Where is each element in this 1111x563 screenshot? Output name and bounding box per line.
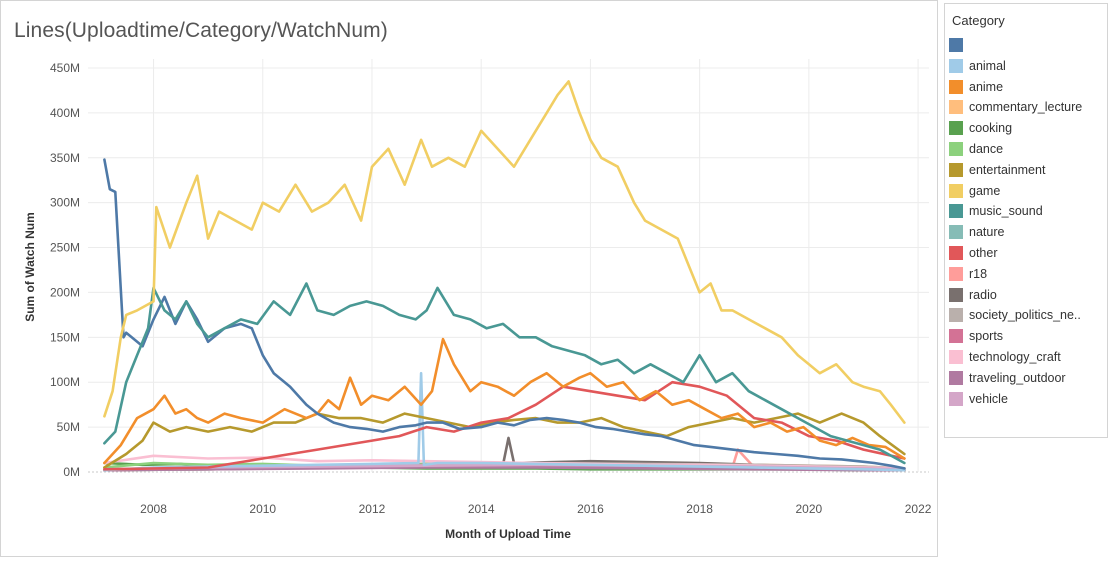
legend-item-other[interactable]: other (949, 245, 1105, 264)
series-line-game (103, 80, 906, 424)
legend-item-r18[interactable]: r18 (949, 266, 1105, 285)
x-tick-label: 2016 (577, 502, 604, 516)
legend-swatch (949, 183, 963, 198)
y-tick-label: 200M (50, 285, 80, 299)
legend-label: animal (969, 58, 1006, 73)
series-line-music-sound (103, 282, 906, 465)
legend-label: technology_craft (969, 350, 1061, 364)
legend-item-dance[interactable]: dance (949, 141, 1105, 160)
y-tick-label: 0M (63, 465, 80, 479)
legend-swatch (949, 329, 963, 344)
x-tick-label: 2018 (686, 502, 713, 516)
legend-label: dance (969, 142, 1004, 156)
series-line-other (103, 380, 906, 471)
legend-item-society-politics-ne[interactable]: society_politics_ne.. (949, 307, 1105, 326)
legend-item-sports[interactable]: sports (949, 328, 1105, 347)
legend-swatch (949, 266, 963, 281)
legend-item-commentary-lecture[interactable]: commentary_lecture (949, 99, 1105, 118)
legend-label: other (969, 246, 998, 260)
series-line-animal (103, 371, 906, 472)
legend-label: radio (969, 287, 997, 302)
legend-swatch (949, 79, 963, 94)
legend-swatch (949, 370, 963, 385)
legend-label: nature (969, 225, 1005, 240)
y-axis-label: Sum of Watch Num (23, 212, 37, 322)
line-chart: 0M 50M 100M 150M 200M 250M 300M 350M 400M 450M 200… (23, 59, 932, 541)
legend-item-radio[interactable]: radio (949, 287, 1105, 306)
legend-label: vehicle (969, 391, 1008, 406)
legend-label: traveling_outdoor (969, 370, 1066, 385)
y-tick-label: 400M (50, 106, 80, 120)
x-tick-label: 2022 (905, 502, 932, 516)
y-tick-label: 300M (50, 196, 80, 210)
y-tick-label: 150M (50, 330, 80, 344)
y-tick-label: 350M (50, 151, 80, 165)
legend-item-nature[interactable]: nature (949, 224, 1105, 243)
legend-swatch (949, 246, 963, 260)
x-axis-label: Month of Upload Time (445, 527, 571, 541)
x-tick-label: 2020 (796, 502, 823, 516)
legend-label: cooking (969, 121, 1013, 136)
legend-label: society_politics_ne.. (969, 308, 1081, 323)
legend-swatch (949, 142, 963, 156)
legend-swatch (949, 204, 963, 219)
legend-swatch (949, 162, 963, 177)
legend-label: entertainment (969, 162, 1046, 177)
legend-swatch (949, 38, 963, 52)
legend-item-cooking[interactable]: cooking (949, 120, 1105, 139)
x-tick-label: 2014 (468, 502, 495, 516)
legend-item-music-sound[interactable]: music_sound (949, 203, 1105, 222)
y-tick-label: 50M (57, 420, 80, 434)
series-line-blank (103, 158, 906, 470)
legend-swatch (949, 391, 963, 406)
x-tick-label: 2010 (249, 502, 276, 516)
legend-label: music_sound (969, 204, 1043, 219)
legend-swatch (949, 58, 963, 73)
legend-swatch (949, 350, 963, 364)
legend-swatch (949, 121, 963, 136)
series-line-anime (103, 337, 906, 465)
y-tick-label: 250M (50, 241, 80, 255)
legend-swatch (949, 225, 963, 240)
legend-item-animal[interactable]: animal (949, 58, 1105, 77)
y-tick-label: 100M (50, 375, 80, 389)
legend-item-technology-craft[interactable]: technology_craft (949, 349, 1105, 368)
chart-panel: Lines(Uploadtime/Category/WatchNum) 0M 50… (0, 0, 938, 557)
legend-item-traveling-outdoor[interactable]: traveling_outdoor (949, 370, 1105, 389)
chart-title: Lines(Uploadtime/Category/WatchNum) (14, 19, 388, 42)
legend-label: anime (969, 79, 1004, 94)
legend-swatch (949, 100, 963, 115)
legend-label: sports (969, 329, 1004, 344)
series-lines (103, 80, 906, 472)
legend-label: commentary_lecture (969, 100, 1083, 115)
legend-swatch (949, 308, 963, 323)
legend-item-entertainment[interactable]: entertainment (949, 162, 1105, 181)
legend-item-vehicle[interactable]: vehicle (949, 391, 1105, 410)
legend-item-blank[interactable] (949, 37, 1105, 56)
legend-item-anime[interactable]: anime (949, 79, 1105, 98)
legend-label: r18 (969, 266, 988, 281)
x-tick-label: 2012 (359, 502, 386, 516)
gridlines (88, 59, 929, 473)
legend-label: game (969, 183, 1001, 198)
legend-swatch (949, 287, 963, 302)
axes: 0M 50M 100M 150M 200M 250M 300M 350M 400M 450M 200… (50, 61, 932, 516)
legend-title: Category (952, 13, 1005, 28)
y-tick-label: 450M (50, 61, 80, 75)
x-tick-label: 2008 (140, 502, 167, 516)
legend-item-game[interactable]: game (949, 183, 1105, 202)
